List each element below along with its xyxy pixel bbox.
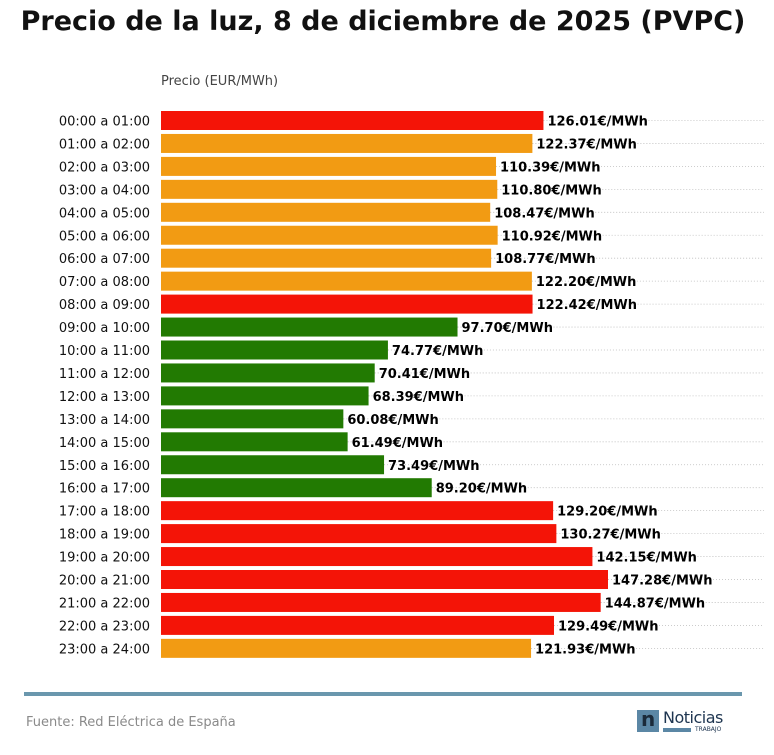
logo-subtitle: TRABAJO — [695, 726, 722, 733]
value-label: 108.77€/MWh — [495, 252, 596, 267]
category-label: 04:00 a 05:00 — [59, 206, 150, 221]
value-label: 121.93€/MWh — [535, 642, 636, 657]
chart-title: Precio de la luz, 8 de diciembre de 2025… — [20, 6, 746, 37]
bar — [161, 638, 532, 658]
value-label: 74.77€/MWh — [392, 344, 483, 359]
logo-mark-icon: n — [637, 707, 659, 732]
bar — [161, 570, 608, 589]
logo-underline — [663, 728, 691, 732]
category-label: 03:00 a 04:00 — [59, 183, 150, 198]
value-label: 110.92€/MWh — [502, 229, 603, 244]
bar — [161, 271, 532, 291]
bar — [161, 202, 491, 222]
category-label: 18:00 a 19:00 — [59, 528, 150, 543]
value-label: 108.47€/MWh — [494, 206, 594, 221]
bar — [161, 111, 544, 130]
bar-chart: 00:00 a 01:00 126.01€/MWh 01:00 a 02:00 122… — [59, 111, 764, 658]
bar — [161, 363, 375, 383]
bar — [161, 156, 497, 176]
value-label: 147.28€/MWh — [612, 574, 713, 589]
bar — [161, 455, 385, 475]
value-label: 129.49€/MWh — [558, 619, 659, 634]
category-label: 09:00 a 10:00 — [59, 321, 150, 336]
bar — [161, 317, 458, 337]
bar — [161, 501, 554, 521]
value-label: 126.01€/MWh — [547, 115, 648, 130]
bar — [161, 248, 492, 268]
category-label: 11:00 a 12:00 — [59, 367, 150, 382]
x-axis-label: Precio (EUR/MWh) — [161, 74, 279, 89]
category-label: 08:00 a 09:00 — [59, 298, 150, 313]
bar — [161, 340, 388, 360]
bar — [161, 386, 369, 406]
logo-name: Noticias — [663, 708, 723, 727]
value-label: 110.39€/MWh — [500, 160, 601, 175]
category-label: 20:00 a 21:00 — [59, 574, 150, 589]
category-label: 00:00 a 01:00 — [59, 115, 150, 130]
value-label: 122.20€/MWh — [536, 275, 637, 290]
bar — [161, 225, 498, 245]
value-label: 73.49€/MWh — [388, 459, 479, 474]
value-label: 70.41€/MWh — [379, 367, 470, 382]
bar — [161, 615, 555, 635]
category-label: 13:00 a 14:00 — [59, 413, 150, 428]
footer-divider — [24, 692, 742, 696]
value-label: 110.80€/MWh — [501, 183, 602, 198]
bar — [161, 179, 498, 199]
category-label: 01:00 a 02:00 — [59, 137, 150, 152]
value-label: 60.08€/MWh — [347, 413, 438, 428]
bar — [161, 524, 557, 544]
value-label: 144.87€/MWh — [605, 596, 706, 611]
category-label: 14:00 a 15:00 — [59, 436, 150, 451]
category-label: 12:00 a 13:00 — [59, 390, 150, 405]
bar — [161, 133, 533, 153]
value-label: 130.27€/MWh — [560, 528, 661, 543]
value-label: 142.15€/MWh — [596, 551, 697, 566]
value-label: 68.39€/MWh — [373, 390, 464, 405]
category-label: 19:00 a 20:00 — [59, 551, 150, 566]
bar — [161, 592, 601, 612]
category-label: 17:00 a 18:00 — [59, 505, 150, 520]
value-label: 89.20€/MWh — [436, 482, 527, 497]
bar — [161, 432, 348, 452]
category-label: 06:00 a 07:00 — [59, 252, 150, 267]
value-label: 122.37€/MWh — [536, 137, 637, 152]
value-label: 122.42€/MWh — [537, 298, 638, 313]
category-label: 02:00 a 03:00 — [59, 160, 150, 175]
bar — [161, 409, 344, 429]
bar — [161, 547, 593, 567]
category-label: 22:00 a 23:00 — [59, 619, 150, 634]
value-label: 129.20€/MWh — [557, 505, 658, 520]
category-label: 07:00 a 08:00 — [59, 275, 150, 290]
bar — [161, 478, 432, 498]
category-label: 23:00 a 24:00 — [59, 642, 150, 657]
category-label: 16:00 a 17:00 — [59, 482, 150, 497]
bar — [161, 294, 533, 314]
category-label: 05:00 a 06:00 — [59, 229, 150, 244]
category-label: 15:00 a 16:00 — [59, 459, 150, 474]
value-label: 97.70€/MWh — [462, 321, 553, 336]
noticias-trabajo-logo: n Noticias TRABAJO — [637, 707, 732, 735]
value-label: 61.49€/MWh — [352, 436, 443, 451]
source-text: Fuente: Red Eléctrica de España — [26, 715, 236, 730]
category-label: 21:00 a 22:00 — [59, 596, 150, 611]
category-label: 10:00 a 11:00 — [59, 344, 150, 359]
